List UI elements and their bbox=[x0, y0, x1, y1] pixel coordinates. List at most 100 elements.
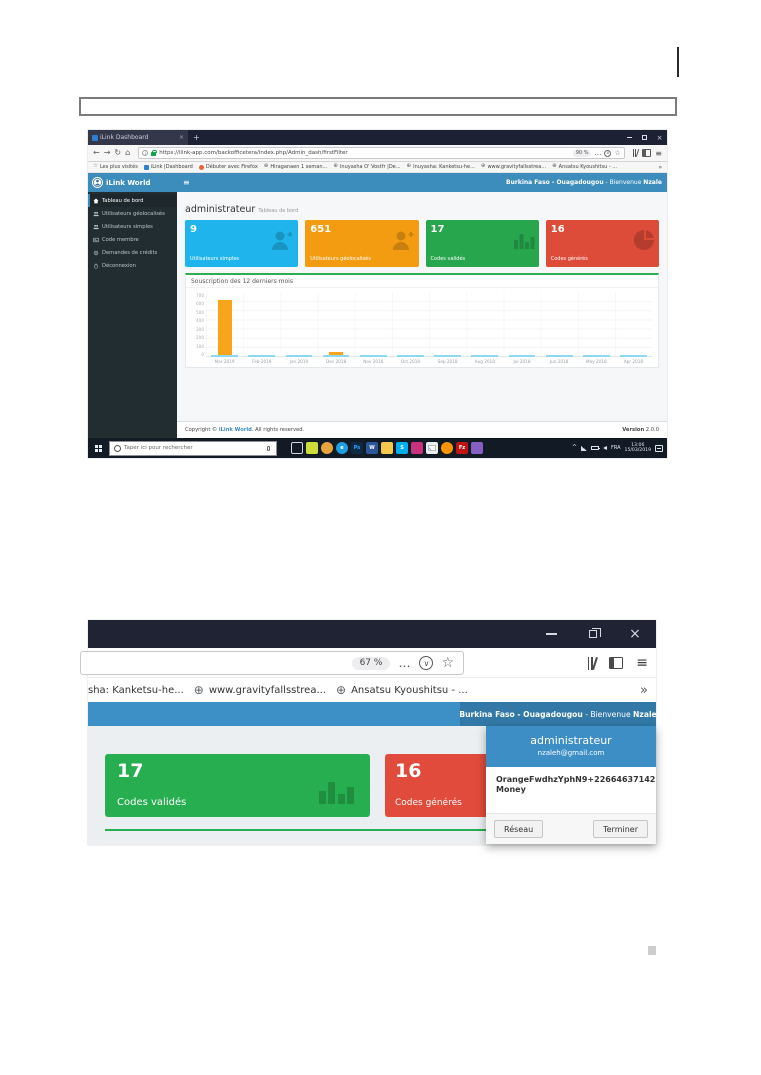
new-tab-button[interactable]: + bbox=[193, 133, 200, 142]
bookmark-item[interactable]: ⊕ Hiraganaen 1 seman... bbox=[263, 163, 328, 170]
skype-icon[interactable]: S bbox=[396, 442, 408, 454]
browser-navbar: 67 % … ∨ ☆ ≡ bbox=[80, 648, 656, 678]
taskbar-search-box[interactable]: Taper ici pour rechercher bbox=[109, 440, 277, 456]
start-button[interactable] bbox=[95, 444, 102, 452]
app-logo[interactable]: iLink World bbox=[88, 173, 177, 192]
bookmark-item[interactable]: ⊕ Inuyasha O' Vostfr |De... bbox=[333, 163, 401, 170]
tab-favicon-icon bbox=[92, 134, 98, 141]
task-view-icon[interactable] bbox=[291, 442, 303, 454]
file-explorer-icon[interactable] bbox=[381, 442, 393, 454]
star-icon: ☆ bbox=[93, 163, 98, 170]
language-indicator[interactable]: FRA bbox=[610, 445, 621, 451]
minimize-icon bbox=[627, 137, 632, 138]
menu-icon[interactable]: ≡ bbox=[655, 148, 662, 158]
app-main-content: 17 Codes validés 16 Codes générés admini… bbox=[88, 726, 656, 955]
window-restore-button[interactable] bbox=[637, 130, 652, 145]
menu-icon[interactable]: ≡ bbox=[636, 655, 648, 671]
bookmark-item[interactable]: ⊕ www.gravityfallsstrea... bbox=[480, 163, 547, 170]
terminer-button[interactable]: Terminer bbox=[593, 820, 648, 838]
globe-icon: ⊕ bbox=[263, 163, 269, 170]
pocket-icon[interactable]: ∨ bbox=[419, 656, 434, 670]
firefox-icon[interactable] bbox=[441, 442, 453, 454]
url-bar[interactable]: 67 % … ∨ ☆ bbox=[80, 651, 464, 675]
site-info-icon[interactable]: i bbox=[142, 150, 149, 156]
volume-icon[interactable] bbox=[602, 446, 607, 450]
discord-icon[interactable] bbox=[471, 442, 483, 454]
baseline-series-mark bbox=[285, 355, 313, 357]
window-restore-button[interactable] bbox=[572, 620, 614, 648]
network-icon[interactable] bbox=[580, 445, 587, 451]
power-icon bbox=[93, 262, 99, 268]
zoom-level-indicator[interactable]: 67 % bbox=[351, 656, 391, 670]
user-menu-email: nzaleh@gmail.com bbox=[537, 749, 605, 757]
reseau-button[interactable]: Réseau bbox=[494, 820, 544, 838]
ilink-favicon-icon bbox=[143, 164, 149, 170]
sidebar-item-utilisateurs-geolocalises[interactable]: Utilisateurs géolocalisés bbox=[88, 207, 177, 220]
word-icon[interactable]: W bbox=[366, 442, 378, 454]
sidebar-collapse-icon[interactable]: ≡ bbox=[177, 173, 196, 192]
envelope-icon bbox=[428, 445, 436, 451]
clock[interactable]: 13:06 15/03/2019 bbox=[625, 443, 651, 454]
bookmark-item[interactable]: Débuter avec Firefox bbox=[198, 164, 258, 170]
globe-icon: ⊕ bbox=[333, 163, 338, 170]
instagram-icon[interactable] bbox=[411, 442, 423, 454]
forward-button[interactable]: → bbox=[103, 148, 111, 157]
bookmark-star-icon[interactable]: ☆ bbox=[614, 149, 621, 157]
pocket-icon[interactable]: ∨ bbox=[604, 149, 612, 157]
sidebar-item-deconnexion[interactable]: Déconnexion bbox=[88, 259, 177, 272]
sidebar-item-utilisateurs-simples[interactable]: Utilisateurs simples bbox=[88, 220, 177, 233]
bookmark-item[interactable]: ⊕ www.gravityfallsstrea... bbox=[193, 683, 327, 697]
sidebar-item-tableau-de-bord[interactable]: Tableau de bord bbox=[88, 194, 177, 207]
bookmark-item[interactable]: ⊕ Inuyasha: Kanketsu-he... bbox=[406, 163, 475, 170]
bookmark-item[interactable]: ⊕ Ansatsu Kyoushitsu - ... bbox=[552, 163, 618, 170]
browser-tab[interactable]: iLink Dashboard × bbox=[88, 130, 188, 145]
browser-titlebar: × bbox=[88, 620, 656, 648]
stat-label: Codes générés bbox=[550, 256, 588, 262]
bookmarks-overflow-icon[interactable]: » bbox=[640, 682, 648, 698]
bookmark-star-icon[interactable]: ☆ bbox=[441, 655, 454, 671]
window-minimize-button[interactable] bbox=[622, 130, 637, 145]
zoom-level-indicator[interactable]: 90 % bbox=[572, 149, 592, 157]
baseline-series-mark bbox=[508, 355, 536, 357]
sidebar-item-demandes-de-credits[interactable]: Demandes de crédits bbox=[88, 246, 177, 259]
stat-card-codes-valides: 17 Codes validés bbox=[105, 754, 370, 817]
microphone-icon[interactable] bbox=[267, 445, 270, 451]
page-actions-icon[interactable]: … bbox=[594, 148, 602, 157]
user-greeting[interactable]: Burkina Faso - Ouagadougou - Bienvenue N… bbox=[506, 179, 662, 186]
back-button[interactable]: ← bbox=[93, 148, 100, 157]
bookmark-item[interactable]: ⊕ Ansatsu Kyoushitsu - ... bbox=[336, 683, 468, 697]
tab-close-icon[interactable]: × bbox=[178, 134, 184, 141]
screenshot-browser-zoomed: × 67 % … ∨ ☆ ≡ sha: Kanketsu-he... ⊕ www.… bbox=[80, 620, 657, 955]
sidebar-toggle-icon[interactable] bbox=[642, 149, 652, 157]
window-minimize-button[interactable] bbox=[530, 620, 572, 648]
battery-icon[interactable] bbox=[590, 446, 600, 450]
bookmarks-overflow-icon[interactable]: » bbox=[658, 163, 662, 171]
sticky-notes-icon[interactable] bbox=[306, 442, 318, 454]
photos-icon[interactable] bbox=[321, 442, 333, 454]
sidebar-toggle-icon[interactable] bbox=[609, 657, 624, 669]
window-close-button[interactable]: × bbox=[656, 133, 663, 142]
page-actions-icon[interactable]: … bbox=[398, 655, 412, 670]
reload-button[interactable]: ↻ bbox=[114, 148, 122, 157]
bookmark-item[interactable]: ☆ Les plus visités bbox=[93, 163, 138, 170]
library-icon[interactable] bbox=[632, 149, 640, 157]
scrollbar-thumb[interactable] bbox=[648, 946, 656, 955]
url-bar[interactable]: i https://ilink-app.com/backofficetera/i… bbox=[138, 147, 625, 159]
photoshop-icon[interactable]: Ps bbox=[351, 442, 363, 454]
footer-brand-link[interactable]: iLink World bbox=[218, 427, 252, 433]
sidebar-item-code-membre[interactable]: Code membre bbox=[88, 233, 177, 246]
user-greeting[interactable]: Burkina Faso - Ouagadougou - Bienvenue N… bbox=[459, 702, 657, 726]
action-center-icon[interactable] bbox=[655, 444, 663, 452]
library-icon[interactable] bbox=[587, 656, 599, 670]
ilink-logo-icon bbox=[92, 177, 103, 188]
chevron-up-icon[interactable]: ^ bbox=[571, 444, 577, 451]
bookmark-item[interactable]: sha: Kanketsu-he... bbox=[88, 684, 184, 696]
window-close-button[interactable]: × bbox=[629, 626, 641, 642]
chart-plot-area bbox=[206, 293, 652, 357]
edge-icon[interactable]: e bbox=[336, 442, 348, 454]
bookmark-item[interactable]: iLink |Dashboard bbox=[143, 164, 193, 170]
mail-icon[interactable] bbox=[426, 442, 438, 454]
url-text[interactable]: https://ilink-app.com/backofficetera/ind… bbox=[159, 150, 348, 156]
filezilla-icon[interactable]: Fz bbox=[456, 442, 468, 454]
home-button[interactable]: ⌂ bbox=[125, 148, 131, 157]
